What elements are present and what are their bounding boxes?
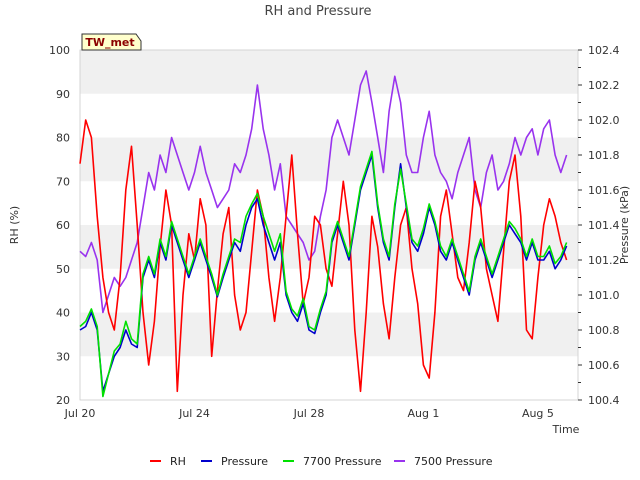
- x-tick-label: Aug 5: [522, 407, 554, 420]
- badge-label: TW_met: [85, 36, 134, 49]
- right-y-axis: 100.4 100.6 100.8 101.0 101.2 101.4 101.6 101.8…: [578, 44, 620, 407]
- y-axis-label-left: RH (%): [8, 206, 21, 244]
- x-tick-label: Jul 24: [178, 407, 210, 420]
- site-badge: TW_met: [81, 33, 142, 51]
- y-tick-label-right: 100.4: [588, 394, 620, 407]
- series-line-7700-pressure: [79, 150, 568, 398]
- y-tick-label-left: 60: [56, 219, 70, 232]
- y-tick-label-right: 101.4: [588, 219, 620, 232]
- y-tick-label-right: 101.8: [588, 149, 620, 162]
- badge-shape: [81, 33, 142, 51]
- plot-bands: [80, 50, 578, 400]
- series-line-7500-pressure: [79, 70, 568, 314]
- y-tick-label-right: 102.4: [588, 44, 620, 57]
- y-tick-label-right: 100.8: [588, 324, 620, 337]
- y-tick-label-left: 30: [56, 350, 70, 363]
- legend-label: Pressure: [221, 455, 268, 468]
- series-lines: [79, 70, 568, 398]
- y-tick-label-left: 100: [49, 44, 70, 57]
- y-tick-label-left: 20: [56, 394, 70, 407]
- y-tick-label-right: 101.0: [588, 289, 620, 302]
- x-axis-label: Time: [552, 423, 580, 436]
- legend-label: 7500 Pressure: [414, 455, 493, 468]
- y-tick-label-right: 101.2: [588, 254, 620, 267]
- y-tick-label-right: 100.6: [588, 359, 620, 372]
- y-tick-label-left: 70: [56, 175, 70, 188]
- x-tick-label: Aug 1: [407, 407, 439, 420]
- chart-title: RH and Pressure: [264, 4, 371, 19]
- grid-band: [80, 312, 578, 357]
- grid-band: [80, 50, 578, 94]
- y-tick-label-right: 102.2: [588, 79, 620, 92]
- x-tick-label: Jul 28: [293, 407, 325, 420]
- left-y-axis: 20 30 40 50 60 70 80 90 100: [49, 44, 70, 407]
- y-tick-label-left: 80: [56, 132, 70, 145]
- legend-label: RH: [170, 455, 186, 468]
- legend: RH Pressure 7700 Pressure 7500 Pressure: [150, 455, 493, 468]
- grid-band: [80, 356, 578, 400]
- x-tick-label: Jul 20: [64, 407, 96, 420]
- y-tick-label-right: 102.0: [588, 114, 620, 127]
- y-tick-label-right: 101.6: [588, 184, 620, 197]
- y-axis-label-right: Pressure (kPa): [618, 186, 631, 264]
- y-tick-label-left: 90: [56, 88, 70, 101]
- x-axis: Jul 20 Jul 24 Jul 28 Aug 1 Aug 5: [64, 407, 554, 420]
- series-line-pressure: [79, 154, 568, 393]
- y-tick-label-left: 50: [56, 263, 70, 276]
- y-tick-label-left: 40: [56, 307, 70, 320]
- grid-band: [80, 93, 578, 138]
- legend-label: 7700 Pressure: [303, 455, 382, 468]
